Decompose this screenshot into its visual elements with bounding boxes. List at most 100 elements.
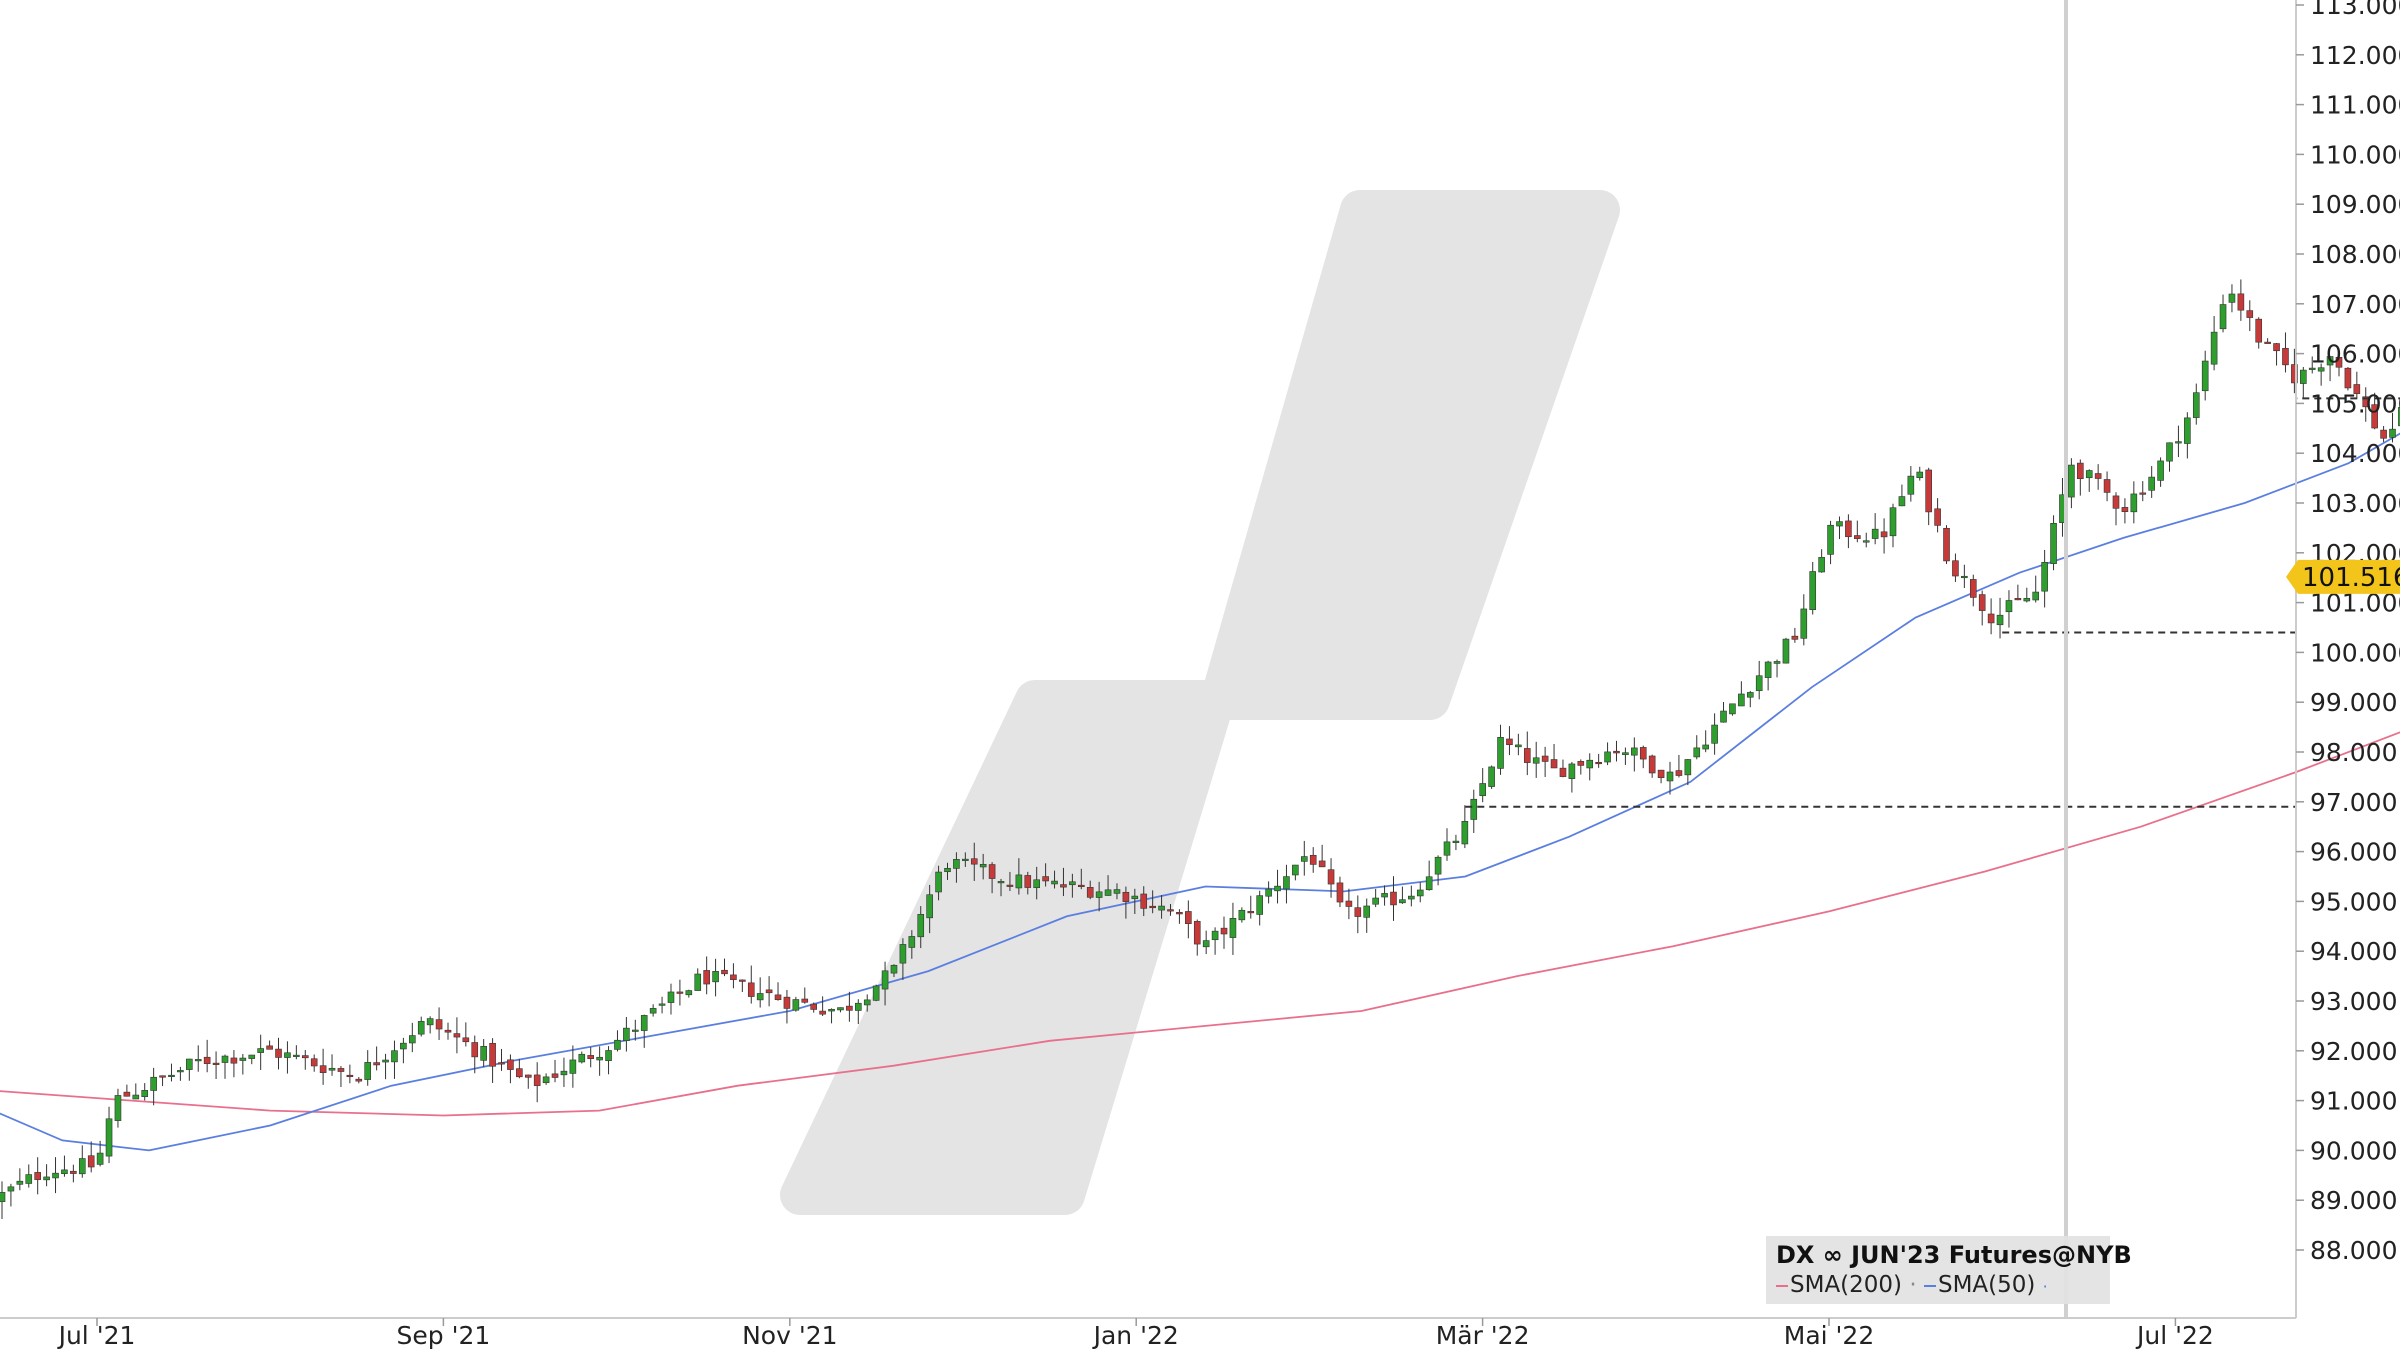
candle-body-84 — [747, 982, 755, 997]
candle-body-147 — [1309, 854, 1317, 865]
candle-body-83 — [739, 979, 746, 982]
candle-body-240 — [2139, 492, 2147, 495]
candle-body-156 — [1390, 891, 1397, 906]
candle-body-39 — [346, 1074, 354, 1078]
candle-body-89 — [792, 999, 800, 1011]
candle-body-258 — [2300, 369, 2307, 384]
candle-body-43 — [382, 1059, 389, 1063]
candle-body-29 — [257, 1048, 264, 1053]
candle-body-179 — [1595, 761, 1602, 765]
candle-body-38 — [337, 1068, 345, 1072]
candle-body-5 — [43, 1176, 50, 1181]
candle-body-120 — [1069, 881, 1076, 886]
candle-body-250 — [2228, 293, 2236, 303]
last-price-label: 101.516 — [2302, 563, 2400, 593]
candle-body-211 — [1880, 531, 1888, 538]
candle-body-82 — [730, 974, 737, 980]
candle-body-78 — [694, 973, 702, 991]
candle-body-59 — [524, 1074, 532, 1078]
candle-body-75 — [667, 991, 675, 1003]
candle-body-259 — [2308, 367, 2316, 370]
candle-body-243 — [2166, 442, 2173, 462]
candle-body-140 — [1247, 911, 1255, 914]
x-tick-label: Jul '21 — [57, 1321, 136, 1350]
y-tick-label: 90.000 — [2310, 1136, 2397, 1165]
candle-body-0 — [0, 1192, 6, 1202]
candle-body-112 — [997, 881, 1005, 884]
candle-body-16 — [141, 1090, 149, 1097]
candle-body-17 — [150, 1076, 157, 1091]
candle-body-205 — [1827, 524, 1834, 555]
candle-body-52 — [462, 1037, 470, 1043]
candle-body-11 — [96, 1152, 104, 1165]
candle-body-162 — [1443, 841, 1451, 856]
candle-body-42 — [373, 1062, 380, 1066]
candle-body-197 — [1755, 675, 1763, 691]
candle-body-185 — [1648, 755, 1656, 774]
candle-body-202 — [1800, 608, 1808, 639]
candle-body-47 — [417, 1021, 425, 1035]
candle-body-135 — [1202, 940, 1210, 948]
candle-body-114 — [1015, 874, 1023, 889]
candle-body-184 — [1639, 747, 1647, 760]
candle-body-2 — [16, 1180, 24, 1185]
candle-body-218 — [1943, 527, 1950, 562]
candle-body-256 — [2282, 348, 2289, 366]
candle-body-194 — [1729, 703, 1736, 715]
candle-body-268 — [2389, 428, 2396, 438]
candle-body-245 — [2184, 417, 2191, 444]
candle-body-149 — [1327, 869, 1335, 885]
candle-body-223 — [1987, 613, 1995, 624]
candle-body-50 — [444, 1029, 452, 1033]
candle-body-198 — [1764, 661, 1772, 678]
y-tick-label: 112.000 — [2310, 41, 2400, 70]
candle-body-241 — [2148, 476, 2155, 491]
candle-body-133 — [1185, 911, 1192, 924]
y-tick-label: 108.000 — [2310, 240, 2400, 269]
candle-body-199 — [1773, 661, 1781, 664]
candle-body-233 — [2077, 462, 2084, 480]
legend-sma50: SMA(50) — [1937, 1272, 2036, 1298]
candle-body-117 — [1042, 876, 1049, 882]
candle-body-6 — [52, 1172, 59, 1179]
candle-body-79 — [703, 970, 710, 985]
y-tick-label: 109.000 — [2310, 190, 2400, 219]
x-tick-label: Mai '22 — [1784, 1321, 1874, 1350]
y-tick-label: 99.000 — [2310, 688, 2397, 717]
candle-body-175 — [1559, 767, 1567, 777]
candle-body-106 — [944, 868, 951, 873]
candle-body-138 — [1229, 918, 1237, 938]
candle-body-244 — [2175, 441, 2182, 444]
candle-body-19 — [168, 1074, 175, 1078]
x-tick-label: Mär '22 — [1436, 1321, 1530, 1350]
candle-body-129 — [1149, 905, 1156, 909]
candle-body-254 — [2264, 341, 2271, 344]
candle-body-74 — [658, 1003, 666, 1006]
candle-body-18 — [159, 1075, 166, 1078]
candle-body-72 — [640, 1015, 648, 1031]
candle-body-262 — [2335, 356, 2343, 368]
y-tick-label: 110.000 — [2310, 140, 2400, 169]
candle-body-102 — [908, 936, 916, 948]
candle-body-63 — [560, 1070, 568, 1076]
candle-body-57 — [507, 1059, 514, 1070]
candle-body-167 — [1488, 766, 1495, 787]
candle-body-22 — [194, 1059, 202, 1062]
legend-sma200: SMA(200) — [1790, 1272, 1903, 1298]
candle-body-90 — [801, 998, 809, 1003]
candle-body-30 — [266, 1045, 273, 1050]
candle-body-146 — [1300, 856, 1308, 862]
candle-body-139 — [1238, 909, 1246, 921]
candle-body-58 — [516, 1068, 523, 1078]
candle-body-8 — [70, 1170, 77, 1174]
candle-body-51 — [453, 1033, 461, 1038]
candle-body-226 — [2014, 598, 2022, 601]
candle-body-219 — [1952, 560, 1959, 577]
candle-body-209 — [1862, 540, 1870, 543]
candle-body-60 — [533, 1074, 541, 1086]
candle-body-98 — [872, 985, 880, 1001]
y-tick-label: 103.000 — [2310, 489, 2400, 518]
candle-body-251 — [2237, 293, 2245, 311]
candle-body-130 — [1158, 905, 1165, 911]
candle-body-227 — [2023, 598, 2031, 602]
